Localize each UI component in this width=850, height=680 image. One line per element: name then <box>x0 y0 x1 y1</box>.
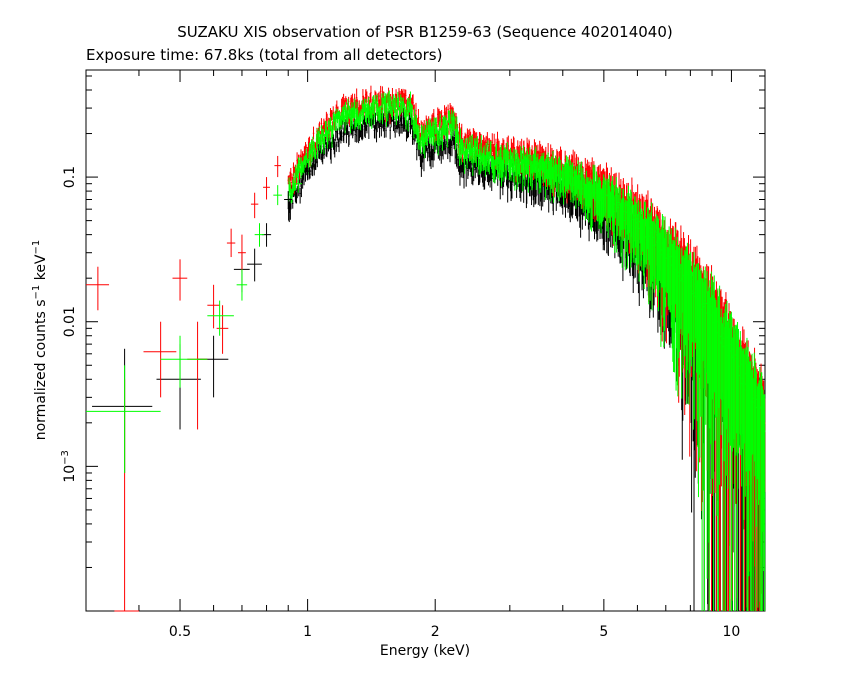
data-point <box>207 284 220 329</box>
svg-text:0.1: 0.1 <box>62 166 78 188</box>
data-point <box>303 163 312 181</box>
data-point <box>114 379 139 612</box>
data-point <box>237 234 246 273</box>
dense-spectrum-series <box>287 90 766 611</box>
y-axis-label-mid: keV <box>33 254 49 285</box>
data-point <box>284 191 293 210</box>
data-point <box>207 300 234 336</box>
data-point <box>197 335 229 398</box>
data-point <box>172 259 188 301</box>
plot-frame <box>85 69 766 612</box>
data-point <box>86 266 110 311</box>
x-tick-label: 5 <box>599 624 608 640</box>
svg-text:normalized counts s−1 keV−1: normalized counts s−1 keV−1 <box>31 240 49 441</box>
data-point <box>216 305 229 354</box>
data-point <box>226 228 236 258</box>
x-tick-label: 10 <box>723 624 741 640</box>
data-point <box>250 192 259 219</box>
data-point <box>160 335 208 388</box>
data-point <box>247 248 262 282</box>
x-axis-label: Energy (keV) <box>380 643 470 659</box>
data-point <box>187 321 208 430</box>
svg-text:10−3: 10−3 <box>60 450 78 483</box>
series-points <box>86 175 303 473</box>
data-point <box>156 344 201 430</box>
svg-text:0.01: 0.01 <box>62 306 78 337</box>
x-tick-label: 1 <box>303 624 312 640</box>
y-tick-label: 0.1 <box>62 166 78 188</box>
x-tick-label: 2 <box>431 624 440 640</box>
data-point <box>273 185 282 206</box>
chart-subtitle: Exposure time: 67.8ks (total from all de… <box>86 46 442 64</box>
y-axis-label-sup1: −1 <box>31 285 42 300</box>
y-tick-label: 10−3 <box>60 450 78 483</box>
y-axis-label-prefix: normalized counts s <box>33 299 49 440</box>
data-point <box>274 155 281 178</box>
data-point <box>263 177 270 200</box>
data-point <box>254 223 265 247</box>
axis-tick-labels: 0.5 1 2 5 10 0.1 0.01 10−3 <box>60 166 740 640</box>
y-axis-label-sup2: −1 <box>31 240 42 255</box>
data-point <box>86 365 161 473</box>
data-point <box>236 269 248 301</box>
x-tick-label: 0.5 <box>169 624 191 640</box>
data-layer <box>86 85 766 612</box>
data-point <box>294 175 303 193</box>
y-tick-label: 0.01 <box>62 306 78 337</box>
y-axis-label: normalized counts s−1 keV−1 <box>31 240 49 441</box>
series-points <box>86 155 281 612</box>
chart-title: SUZAKU XIS observation of PSR B1259-63 (… <box>177 23 673 41</box>
